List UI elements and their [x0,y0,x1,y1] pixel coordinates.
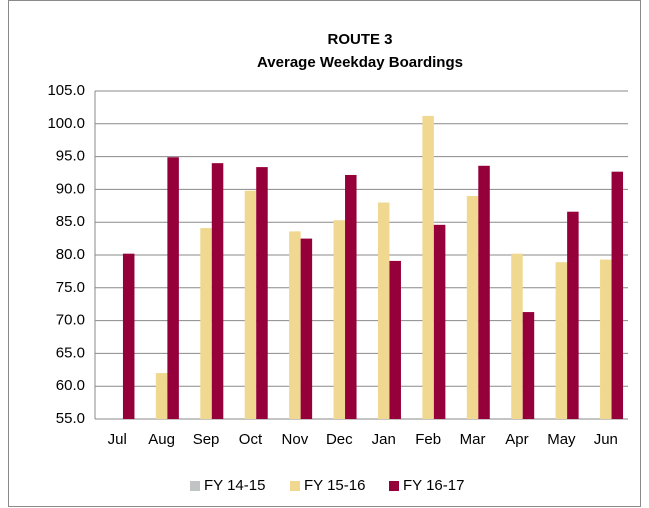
x-tick-label: Jun [594,431,618,448]
y-tick-label: 60.0 [56,377,85,394]
bar [122,253,135,419]
x-tick-label: Feb [415,431,441,448]
x-tick-label: Mar [460,431,486,448]
legend-label: FY 14-15 [204,477,265,494]
y-tick-label: 90.0 [56,180,85,197]
legend-swatch [290,481,300,491]
bar [155,373,168,419]
bar [256,167,268,419]
y-tick-label: 65.0 [56,344,85,361]
bar [333,220,346,419]
chart-subtitle: Average Weekday Boardings [257,54,463,71]
bar [244,190,257,419]
legend-swatch [190,481,200,491]
y-tick-label: 75.0 [56,279,85,296]
y-tick-label: 55.0 [56,410,85,427]
bar [511,253,523,419]
bar [289,231,301,419]
chart-frame [8,0,641,507]
y-tick-label: 105.0 [47,82,85,99]
legend-label: FY 16-17 [403,477,464,494]
bar [478,165,490,419]
bar [422,115,434,419]
x-tick-label: Oct [239,431,263,448]
bar [300,238,313,419]
bar [167,157,179,420]
legend-swatch [389,481,399,491]
bar [567,211,579,419]
bar [611,171,624,419]
bar [345,174,357,419]
bar [200,228,212,419]
x-tick-label: May [547,431,576,448]
bar [211,163,224,419]
bar [555,262,568,419]
chart-title: ROUTE 3 [327,31,392,48]
bar [600,259,612,419]
x-tick-label: Apr [505,431,528,448]
bar [433,224,446,419]
y-tick-label: 85.0 [56,213,85,230]
y-tick-label: 95.0 [56,148,85,165]
legend-label: FY 15-16 [304,477,365,494]
y-tick-label: 100.0 [47,115,85,132]
x-tick-label: Jul [108,431,127,448]
y-tick-label: 70.0 [56,312,85,329]
bar [377,202,390,419]
x-tick-label: Sep [193,431,220,448]
bar [389,260,401,419]
x-tick-label: Dec [326,431,353,448]
y-tick-label: 80.0 [56,246,85,263]
x-tick-label: Nov [282,431,309,448]
bar [466,195,479,419]
x-tick-label: Jan [372,431,396,448]
x-tick-label: Aug [148,431,175,448]
bar [522,312,535,419]
